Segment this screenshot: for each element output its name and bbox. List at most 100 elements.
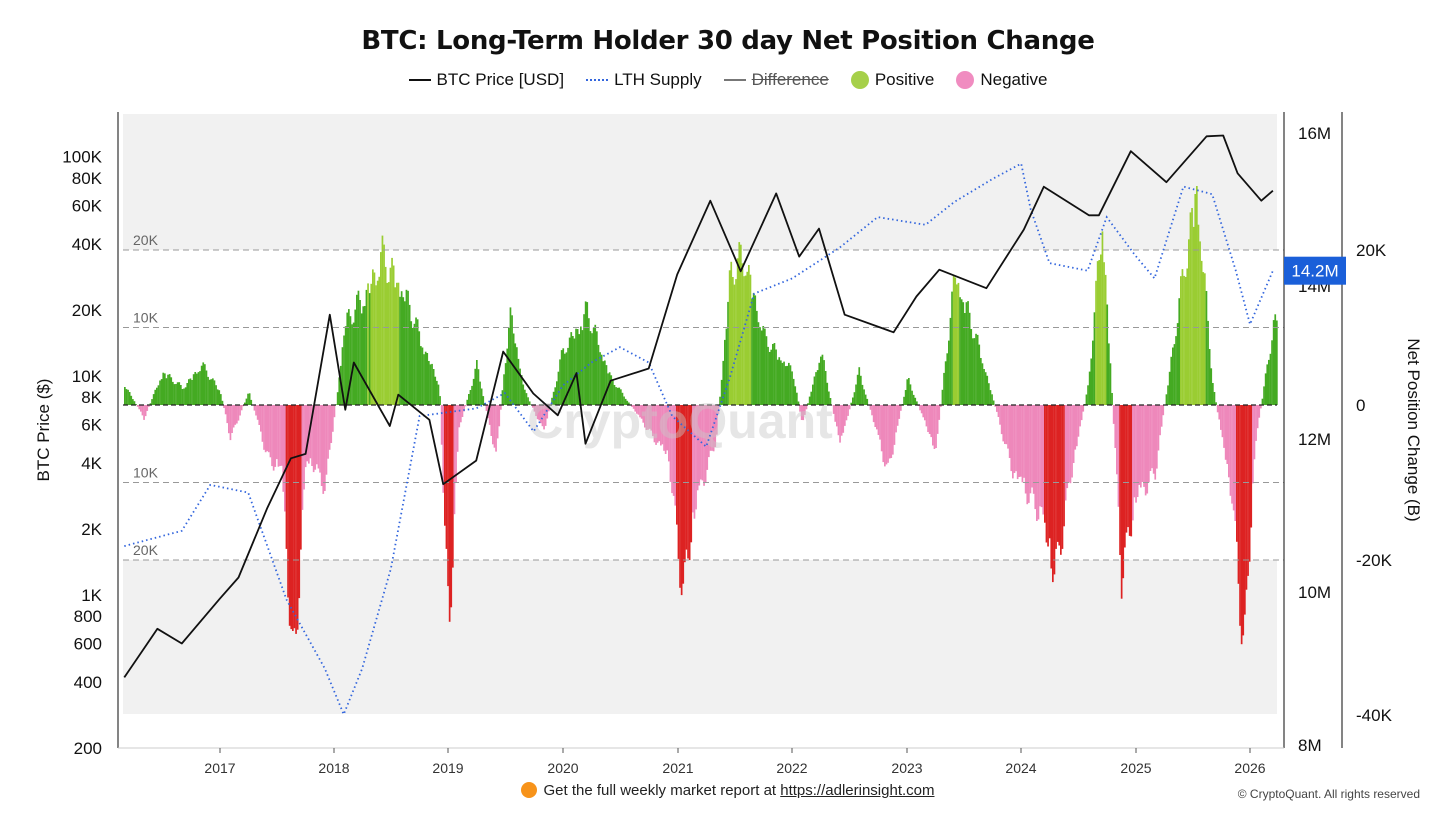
net-change-bar [679, 405, 681, 588]
net-change-bar [797, 401, 800, 405]
net-change-bar [1269, 353, 1272, 405]
net-change-bar [370, 283, 373, 405]
current-supply-badge [1284, 256, 1346, 285]
net-change-bar [480, 388, 483, 405]
net-change-bar [968, 312, 971, 405]
net-change-bar [1128, 405, 1131, 536]
net-change-bar [1044, 405, 1046, 523]
net-change-bar [511, 315, 513, 405]
legend-supply[interactable]: LTH Supply [586, 70, 702, 90]
net-change-bar [412, 328, 414, 405]
net-change-bar [229, 405, 232, 441]
net-change-bar [1020, 405, 1022, 477]
net-change-bar [1090, 358, 1093, 405]
net-change-bar [682, 405, 685, 584]
net-change-bar [338, 377, 341, 405]
net-change-bar [255, 405, 257, 416]
legend-price[interactable]: BTC Price [USD] [408, 70, 565, 90]
net-change-bar [128, 392, 131, 405]
y-supply-tick-label: 8M [1298, 736, 1322, 755]
net-change-bar [792, 378, 795, 405]
net-change-bar [1276, 320, 1278, 405]
net-change-bar [845, 405, 848, 421]
net-change-bar [1032, 405, 1035, 494]
net-change-bar [474, 368, 477, 405]
net-change-bar [546, 405, 549, 419]
legend-price-label: BTC Price [USD] [436, 70, 565, 89]
net-change-bar [180, 385, 182, 405]
net-change-bar [805, 405, 808, 410]
net-change-bar [135, 404, 137, 405]
net-change-bar [272, 405, 275, 471]
net-change-bar [1055, 405, 1057, 549]
net-change-bar [447, 405, 449, 587]
net-change-bar [1018, 405, 1021, 477]
net-change-bar [885, 405, 888, 465]
net-change-bar [743, 276, 745, 405]
net-change-bar [376, 280, 379, 405]
gray-swatch-icon [723, 79, 746, 81]
net-change-bar [815, 372, 817, 405]
net-change-bar [327, 405, 329, 459]
net-change-bar [730, 261, 733, 405]
legend-negative[interactable]: Negative [956, 70, 1047, 90]
footer-link[interactable]: https://adlerinsight.com [780, 782, 935, 799]
net-change-bar [644, 405, 646, 428]
net-change-bar [541, 405, 544, 427]
net-change-bar [1036, 405, 1038, 521]
net-change-bar [322, 405, 325, 494]
net-change-bar [536, 405, 539, 420]
net-change-bar [263, 405, 265, 450]
net-change-bar [970, 329, 973, 405]
net-change-bar [1092, 340, 1094, 405]
net-change-bar [378, 276, 381, 405]
net-change-bar [1045, 405, 1048, 543]
net-change-bar [839, 405, 841, 443]
net-change-bar [904, 390, 907, 405]
net-change-bar [247, 393, 249, 405]
net-change-bar [1186, 268, 1189, 405]
net-change-bar [1021, 405, 1024, 483]
net-change-bar [1026, 405, 1029, 505]
net-change-bar [924, 405, 926, 421]
net-change-bar [1210, 368, 1213, 405]
net-change-bar [732, 277, 734, 405]
net-change-bar [1232, 405, 1235, 511]
net-change-bar [1263, 386, 1265, 405]
net-change-bar [240, 405, 243, 411]
net-change-bar [789, 365, 792, 405]
net-change-bar [152, 394, 155, 405]
net-change-bar [1125, 405, 1128, 533]
net-change-bar [1064, 405, 1067, 501]
net-change-bar [1240, 405, 1243, 645]
net-change-bar [552, 391, 555, 405]
net-change-bar [351, 324, 353, 405]
y-left-tick-label: 1K [81, 586, 102, 605]
net-change-bar [543, 405, 545, 430]
net-change-bar [847, 405, 849, 416]
y-right-axis-title: Net Position Change (B) [1404, 338, 1423, 521]
net-change-bar [818, 362, 821, 405]
legend-difference[interactable]: Difference [723, 70, 829, 90]
net-change-bar [328, 405, 331, 450]
net-change-bar [623, 396, 625, 405]
net-change-bar [1101, 231, 1104, 405]
net-change-bar [967, 301, 969, 405]
net-change-bar [1133, 405, 1136, 498]
legend-positive[interactable]: Positive [850, 70, 934, 90]
btc-price-line [123, 134, 1274, 678]
net-change-bar [181, 389, 184, 405]
net-change-bar [807, 403, 809, 405]
net-change-bar [333, 405, 336, 418]
net-change-bar [285, 405, 288, 549]
net-change-bar [1000, 405, 1003, 435]
net-change-bar [639, 405, 641, 418]
net-change-bar [828, 391, 830, 405]
net-change-bar [293, 405, 296, 629]
net-change-bar [1258, 405, 1261, 418]
net-change-bar [389, 267, 392, 405]
net-change-bar [504, 363, 507, 405]
net-change-bar [1250, 405, 1253, 528]
net-change-bar [344, 326, 347, 405]
net-change-bar [492, 405, 494, 445]
